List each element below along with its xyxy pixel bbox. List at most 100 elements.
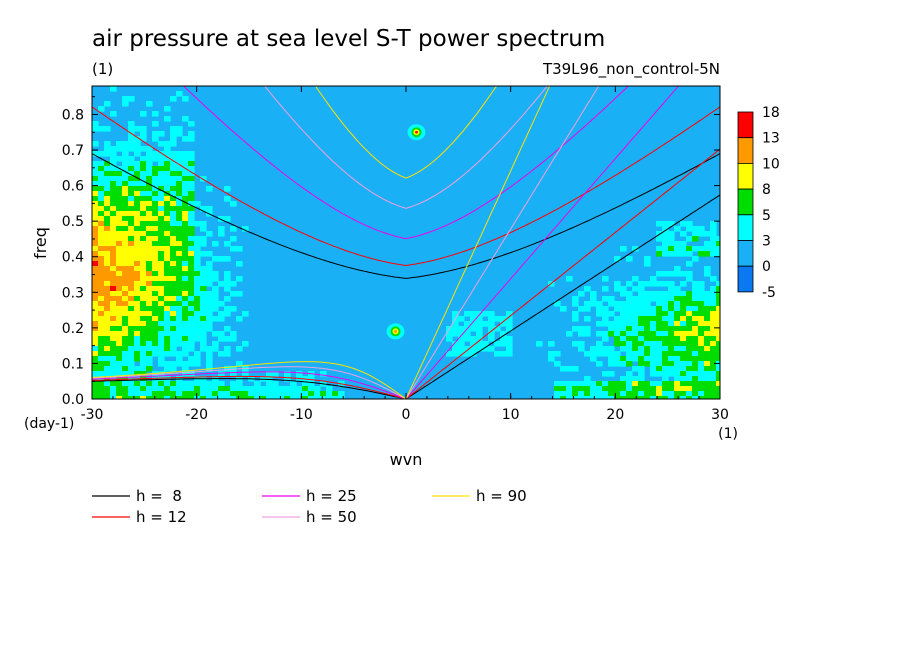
field-cell [158,236,165,242]
field-cell [128,341,135,347]
field-cell [188,321,195,327]
field-cell [182,181,189,187]
field-cell [206,396,213,399]
field-cell [194,331,201,337]
field-cell [668,351,675,357]
field-cell [308,386,315,392]
field-cell [158,336,165,342]
field-cell [140,191,147,197]
field-cell [698,376,705,382]
field-cell [212,341,219,347]
field-cell [668,316,675,322]
field-cell [590,301,597,307]
field-cell [458,326,465,332]
field-cell [158,351,165,357]
field-cell [614,351,621,357]
field-cell [152,331,159,337]
field-cell [674,396,681,399]
field-cell [212,306,219,312]
field-cell [158,296,165,302]
field-cell [710,246,717,252]
field-cell [650,281,657,287]
field-cell [674,226,681,232]
field-cell [110,276,117,282]
field-cell [632,296,639,302]
field-cell [92,141,99,147]
field-cell [686,221,693,227]
field-cell [152,171,159,177]
field-cell [650,346,657,352]
field-cell [134,391,141,397]
field-cell [146,346,153,352]
field-cell [662,351,669,357]
field-cell [170,281,177,287]
field-cell [98,206,105,212]
field-cell [158,226,165,232]
field-cell [572,326,579,332]
field-cell [602,371,609,377]
field-cell [164,231,171,237]
field-cell [494,326,501,332]
field-cell [170,131,177,137]
field-cell [698,301,705,307]
field-cell [278,396,285,399]
field-cell [704,366,711,372]
field-cell [92,386,99,392]
field-cell [182,301,189,307]
field-cell [692,231,699,237]
field-cell [698,391,705,397]
field-cell [152,386,159,392]
field-cell [626,391,633,397]
field-cell [644,316,651,322]
curve-rossby-h8 [92,378,407,399]
field-cell [704,296,711,302]
field-cell [182,306,189,312]
field-cell [188,356,195,362]
field-cell [92,311,99,317]
field-cell [206,361,213,367]
field-cell [146,321,153,327]
field-cell [182,371,189,377]
field-cell [92,236,99,242]
field-cell [626,331,633,337]
field-cell [596,351,603,357]
field-cell [200,341,207,347]
field-cell [206,266,213,272]
field-cell [230,281,237,287]
field-cell [182,331,189,337]
field-cell [110,181,117,187]
field-cell [134,126,141,132]
x-tick-label: -30 [81,407,104,423]
field-cell [500,336,507,342]
field-cell [674,346,681,352]
field-cell [236,346,243,352]
legend-label: h = 50 [306,508,357,526]
legend: h = 8h = 12h = 25h = 50h = 90 [92,487,527,526]
field-cell [710,276,717,282]
field-cell [146,286,153,292]
field-cell [146,156,153,162]
field-cell [176,181,183,187]
field-cell [212,241,219,247]
field-cell [164,346,171,352]
field-cell [158,196,165,202]
field-cell [626,291,633,297]
field-cell [158,381,165,387]
field-cell [140,356,147,362]
field-cell [128,206,135,212]
field-cell [164,361,171,367]
field-cell [566,396,573,399]
field-cell [200,316,207,322]
field-cell [470,316,477,322]
field-cell [218,231,225,237]
field-cell [632,311,639,317]
field-cell [656,351,663,357]
field-cell [152,231,159,237]
field-cell [710,371,717,377]
field-cell [686,356,693,362]
field-cell [176,291,183,297]
field-cell [92,211,99,217]
field-cell [620,336,627,342]
chart-title: air pressure at sea level S-T power spec… [92,26,605,52]
field-cell [98,181,105,187]
